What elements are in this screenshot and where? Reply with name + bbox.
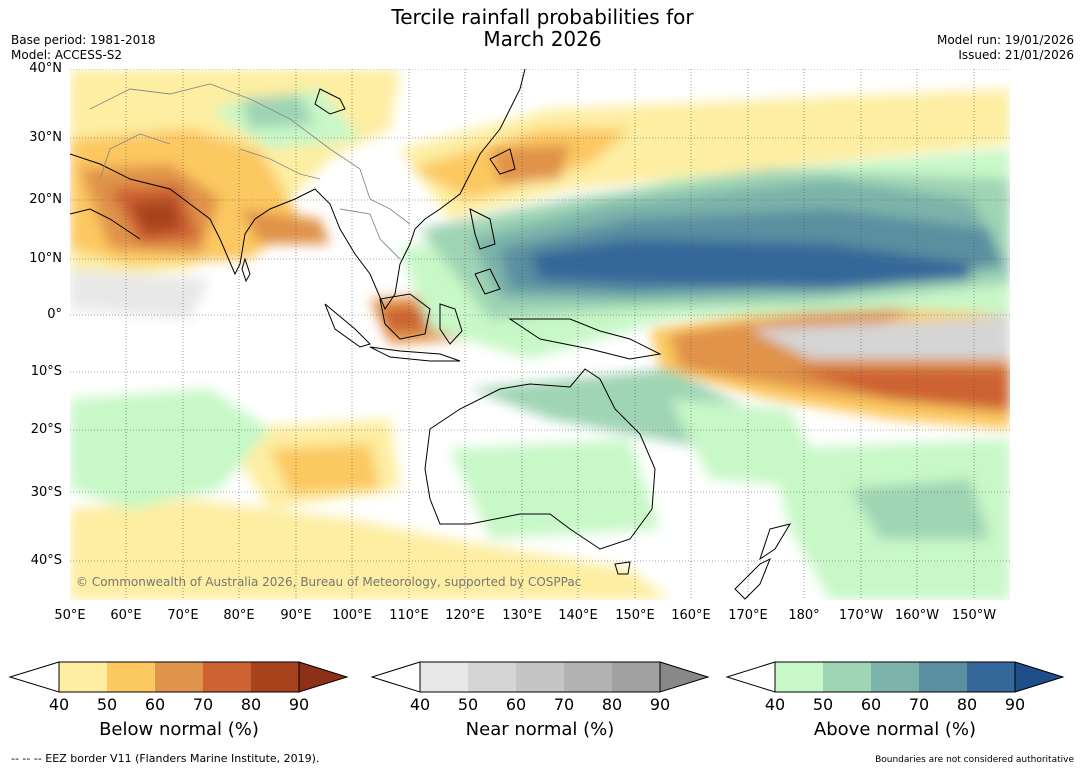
above-normal-title: Above normal (%) (813, 719, 977, 740)
near-normal-bin-40-50 (420, 662, 468, 692)
lat-label-30n: 30°N (29, 130, 62, 145)
below-normal-tick: 60 (144, 695, 166, 714)
below-normal-extend-low (8, 661, 60, 693)
lon-label-170e: 170°E (728, 608, 768, 623)
near-normal-tick: 80 (601, 695, 623, 714)
lat-label-40s: 40°S (30, 553, 62, 568)
lon-label-180: 180° (788, 608, 820, 623)
below-normal-bin-70-80 (203, 662, 251, 692)
lat-label-20n: 20°N (29, 192, 62, 207)
lon-label-120e: 120°E (445, 608, 485, 623)
above-normal-bin-60-70 (871, 662, 919, 692)
map-canvas: © Commonwealth of Australia 2026, Bureau… (69, 68, 1010, 600)
lon-label-140e: 140°E (558, 608, 598, 623)
below-normal-bin-80-90 (251, 662, 299, 692)
above-normal-tick: 40 (764, 695, 786, 714)
lat-label-10n: 10°N (29, 251, 62, 266)
near-normal-extend-high (659, 661, 710, 693)
above-normal-tick: 60 (860, 695, 882, 714)
lat-label-0: 0° (47, 307, 62, 322)
lon-label-70e: 70°E (167, 608, 199, 623)
lon-label-150w: 150°W (951, 608, 997, 623)
model-name: Model: ACCESS-S2 (11, 48, 123, 62)
lat-label-10s: 10°S (30, 364, 62, 379)
near-normal-bin-50-60 (468, 662, 516, 692)
above-normal-bin-80-90 (967, 662, 1015, 692)
copyright-notice: © Commonwealth of Australia 2026, Bureau… (76, 575, 581, 589)
below-normal-tick: 90 (288, 695, 310, 714)
below-normal-bin-50-60 (107, 662, 155, 692)
lon-label-110e: 110°E (389, 608, 429, 623)
map-title-line2: March 2026 (483, 27, 602, 51)
lon-label-100e: 100°E (332, 608, 372, 623)
above-normal-tick: 80 (956, 695, 978, 714)
rainfall-probability-map: © Commonwealth of Australia 2026, Bureau… (69, 68, 1010, 600)
near-normal-bin-60-70 (516, 662, 564, 692)
above-normal-bin-50-60 (823, 662, 871, 692)
colorbar-near-normal (370, 661, 710, 693)
lat-label-30s: 30°S (30, 485, 62, 500)
above-normal-tick: 50 (812, 695, 834, 714)
lon-label-50e: 50°E (54, 608, 86, 623)
graticule (70, 68, 1010, 600)
lat-label-40n: 40°N (29, 61, 62, 76)
lon-label-90e: 90°E (280, 608, 312, 623)
colorbar-legends (8, 661, 1065, 693)
colorbar-below-normal (8, 661, 349, 693)
issued-date: Issued: 21/01/2026 (958, 48, 1074, 62)
base-period: Base period: 1981-2018 (11, 33, 156, 47)
colorbar-above-normal (725, 661, 1065, 693)
below-normal-bin-40-50 (59, 662, 107, 692)
boundaries-disclaimer: Boundaries are not considered authoritat… (875, 755, 1074, 765)
above-normal-tick: 70 (908, 695, 930, 714)
near-normal-tick: 90 (649, 695, 671, 714)
near-normal-extend-low (370, 661, 421, 693)
model-run: Model run: 19/01/2026 (936, 33, 1074, 47)
below-normal-extend-high (298, 661, 349, 693)
lat-label-20s: 20°S (30, 422, 62, 437)
near-normal-bin-70-80 (564, 662, 612, 692)
lon-label-170w: 170°W (838, 608, 884, 623)
above-normal-bin-40-50 (775, 662, 823, 692)
below-normal-tick: 50 (96, 695, 118, 714)
near-normal-tick: 70 (553, 695, 575, 714)
near-normal-bin-80-90 (612, 662, 660, 692)
below-normal-tick: 80 (240, 695, 262, 714)
probability-field (70, 69, 1010, 600)
above-normal-tick: 90 (1004, 695, 1026, 714)
near-normal-title: Near normal (%) (465, 719, 615, 740)
near-normal-tick: 60 (505, 695, 527, 714)
map-title-line1: Tercile rainfall probabilities for (391, 5, 694, 29)
lon-label-160w: 160°W (894, 608, 940, 623)
below-normal-bin-60-70 (155, 662, 203, 692)
below-normal-title: Below normal (%) (99, 719, 259, 740)
country-borders (89, 83, 411, 260)
above-normal-bin-70-80 (919, 662, 967, 692)
lon-label-80e: 80°E (223, 608, 255, 623)
near-normal-tick: 40 (409, 695, 431, 714)
lon-label-160e: 160°E (671, 608, 711, 623)
below-normal-tick: 70 (192, 695, 214, 714)
coastlines (69, 68, 792, 600)
near-normal-tick: 50 (457, 695, 479, 714)
lon-label-60e: 60°E (110, 608, 142, 623)
above-normal-extend-low (725, 661, 776, 693)
lon-label-150e: 150°E (615, 608, 655, 623)
lon-label-130e: 130°E (502, 608, 542, 623)
below-normal-tick: 40 (48, 695, 70, 714)
eez-border-note: -- -- -- EEZ border V11 (Flanders Marine… (11, 752, 320, 765)
above-normal-extend-high (1014, 661, 1065, 693)
